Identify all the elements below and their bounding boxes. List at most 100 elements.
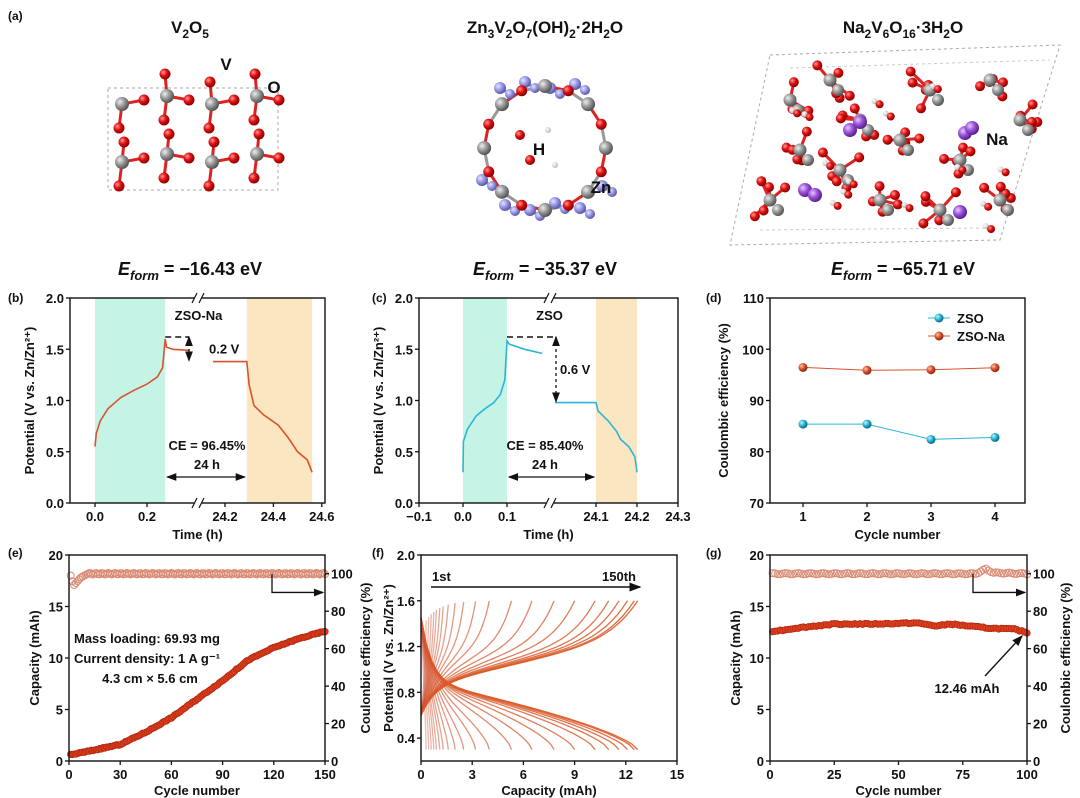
atom (1027, 99, 1038, 110)
charge-curve (420, 600, 513, 716)
x-tick-label: 12 (619, 767, 633, 782)
zso-structure (476, 76, 617, 221)
ce-point (897, 569, 906, 578)
annotation-note: Mass loading: 69.93 mg (74, 631, 220, 646)
atom (817, 147, 828, 158)
atom (580, 85, 590, 95)
data-point-zso-na (862, 365, 872, 375)
formula-part: O (189, 18, 202, 37)
x-axis-label: Time (h) (523, 527, 573, 542)
panel-d-coulombic-efficiency: 1 2 3 4 70 80 90 100 110 Cycle number Coulombic ef… (716, 291, 1026, 542)
atom (889, 190, 900, 201)
charge-curve (420, 620, 427, 716)
atom (873, 193, 887, 207)
atom (205, 155, 219, 169)
atom (595, 166, 607, 178)
atom (205, 97, 219, 111)
panel-label: (e) (8, 546, 23, 560)
ce-point (917, 569, 926, 578)
atom (808, 188, 822, 202)
energy-value: = −35.37 eV (514, 259, 617, 279)
x-tick-label: 24.4 (261, 509, 287, 524)
panel-f-voltage-profiles: 0 3 6 9 12 15 0.4 0.8 1.2 1.6 2.0 Capacity (mAh) Pot… (381, 548, 684, 798)
atom (783, 93, 797, 107)
y-tick-label: 1.2 (397, 640, 415, 655)
ce-point (961, 570, 970, 579)
panel-b-zso-na-potential: 0.0 0.2 24.2 24.4 24.6 0.0 0.5 1.0 1.5 2.0 Time (h… (22, 291, 334, 542)
y-tick-label: 20 (49, 548, 63, 563)
y-tick-label: 0.8 (397, 685, 415, 700)
y-tick-label: 15 (49, 600, 63, 615)
rest-time-label: 24 h (532, 457, 558, 472)
formula-part: ·3H (916, 18, 943, 37)
y-tick-label: 0.5 (46, 445, 64, 460)
y-tick-label: 1.5 (46, 342, 64, 357)
ce-point (935, 570, 944, 579)
unit-cell (729, 44, 1061, 246)
atom (853, 115, 867, 129)
axis-break-mark (191, 292, 205, 304)
atom (228, 94, 240, 106)
atom (160, 147, 174, 161)
y-tick-label: 100 (742, 342, 764, 357)
atom (483, 166, 495, 178)
formula-part: Zn (467, 18, 488, 37)
atom (505, 89, 515, 99)
plot-frame (769, 554, 1028, 762)
atom (113, 180, 125, 192)
x-tick-label: 0.2 (138, 509, 156, 524)
y2-tick-label: 100 (331, 567, 353, 582)
ce-point (992, 568, 1001, 577)
y2-tick-label: 100 (1033, 567, 1055, 582)
y-tick-label: 0 (56, 754, 63, 769)
subscript: 2 (943, 27, 950, 41)
y-tick-label: 1.6 (397, 594, 415, 609)
unit-cell (107, 87, 279, 191)
ce-point (940, 569, 949, 578)
atom (905, 204, 914, 213)
atom (581, 184, 596, 199)
x-tick-label: 25 (827, 767, 841, 782)
atom (525, 155, 535, 165)
atom (942, 214, 954, 226)
final-capacity-label: 12.46 mAh (934, 681, 999, 696)
formula-part: (OH) (532, 18, 569, 37)
ce-point (873, 570, 882, 579)
ce-point (773, 570, 782, 579)
charge-curve (420, 600, 490, 716)
x-tick-label: 4 (991, 509, 999, 524)
ce-point (997, 569, 1006, 578)
x-tick-label: 1 (799, 509, 806, 524)
discharge-curve (420, 617, 435, 750)
ce-point (948, 570, 957, 579)
y-tick-label: 0.0 (46, 496, 64, 511)
atom (763, 193, 777, 207)
atom (555, 89, 565, 99)
data-point-zso (862, 419, 872, 429)
atom (163, 128, 175, 140)
data-point-zso (798, 419, 808, 429)
atom (203, 122, 215, 134)
charge-curve (420, 600, 555, 716)
panel-label: (a) (8, 9, 23, 23)
data-point-zso (926, 434, 936, 444)
ce-point (822, 569, 831, 578)
ce-point (791, 569, 800, 578)
atom (595, 118, 607, 130)
atom (530, 83, 540, 93)
formula-part: ·2H (576, 18, 603, 37)
atom (833, 67, 844, 78)
formula-part: O (512, 18, 525, 37)
v2o5-structure (107, 68, 285, 192)
y-tick-label: 10 (750, 651, 764, 666)
y-axis-label: Capacity (mAh) (27, 610, 42, 705)
charge-curve (420, 600, 533, 716)
x-tick-label: 0.1 (498, 509, 516, 524)
formula-part: O (950, 18, 963, 37)
atom (758, 205, 769, 216)
first-cycle-label: 1st (432, 569, 451, 584)
atom (826, 162, 835, 171)
x-tick-label: 24.1 (583, 509, 608, 524)
atom (574, 202, 586, 214)
